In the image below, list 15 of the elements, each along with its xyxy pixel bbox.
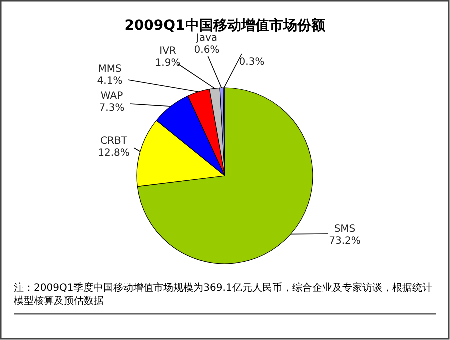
data-label: 0.3% [239,57,265,68]
slice-label: WAP [100,91,124,102]
chart-title: 2009Q1中国移动增值市场份额 [124,17,326,34]
slice-label: IVR [160,46,176,57]
slice-label: Java [195,33,218,44]
slice-label: MMS [98,64,122,75]
data-label: 73.2% [329,236,361,247]
data-label: 4.1% [97,76,123,87]
data-label: 1.9% [155,58,181,69]
text: 注：2009Q1季度中国移动增值市场规模为369.1亿元人民币，综合企业及专家访谈，根据统计模型核算及预估数据 [14,282,434,308]
data-label: 12.8% [98,148,130,159]
slice-label: SMS [334,224,356,235]
slice-label: CRBT [100,136,128,147]
data-label: 7.3% [99,103,125,114]
data-label: 0.6% [194,45,220,56]
